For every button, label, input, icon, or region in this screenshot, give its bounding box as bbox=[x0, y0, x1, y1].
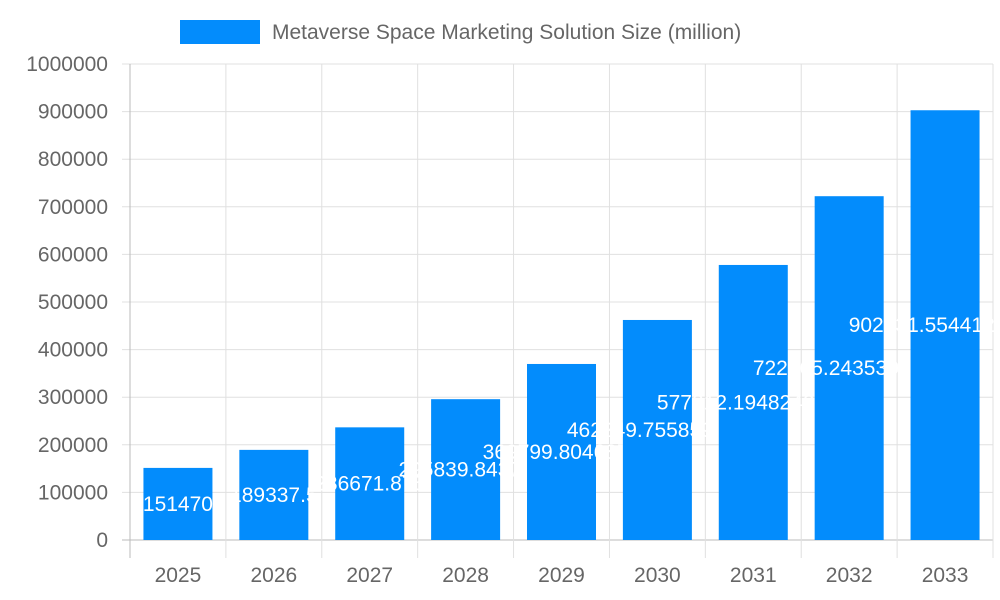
x-tick-label: 2033 bbox=[922, 564, 969, 587]
y-tick-label: 900000 bbox=[38, 101, 108, 124]
bar-2033 bbox=[910, 110, 980, 540]
legend-swatch bbox=[180, 20, 260, 44]
bar-2028 bbox=[431, 399, 501, 540]
bar-2032 bbox=[814, 196, 884, 541]
data-label: 236671.875 bbox=[314, 473, 425, 496]
bar-2029 bbox=[527, 363, 596, 540]
data-label: 369799.8046875 bbox=[483, 441, 641, 464]
data-label: 151470 bbox=[143, 493, 213, 516]
bar-2025 bbox=[143, 467, 213, 540]
bars: 151470 189337.5236671.875295839.843753697… bbox=[143, 110, 1000, 541]
data-label: 902831.5544128418 bbox=[849, 314, 1000, 337]
data-label: 462249.755859375 bbox=[567, 419, 748, 442]
y-tick-label: 700000 bbox=[38, 196, 108, 219]
bar-2030 bbox=[622, 319, 692, 540]
x-tick-label: 2031 bbox=[730, 564, 777, 587]
x-tick-label: 2028 bbox=[442, 564, 489, 587]
bar-2026 bbox=[239, 449, 309, 540]
legend: Metaverse Space Marketing Solution Size … bbox=[180, 20, 741, 44]
y-tick-label: 100000 bbox=[38, 481, 108, 504]
grid: 0 100000 200000 300000 400000 500000 600000 700… bbox=[26, 53, 994, 587]
y-tick-label: 500000 bbox=[38, 291, 108, 314]
data-label: 577812.1948242188 bbox=[657, 391, 850, 414]
x-tick-label: 2026 bbox=[250, 564, 297, 587]
x-tick-label: 2029 bbox=[538, 564, 585, 587]
y-tick-label: 200000 bbox=[38, 434, 108, 457]
y-tick-label: 300000 bbox=[38, 386, 108, 409]
x-tick-label: 2032 bbox=[826, 564, 873, 587]
bar-2031 bbox=[718, 264, 788, 540]
data-label: 189337.5 bbox=[230, 484, 318, 507]
data-label: 722265.2435302734 bbox=[753, 357, 946, 380]
x-tick-label: 2025 bbox=[155, 564, 202, 587]
bar-2027 bbox=[335, 427, 405, 540]
y-tick-label: 600000 bbox=[38, 243, 108, 266]
x-tick-label: 2027 bbox=[346, 564, 393, 587]
data-label: 295839.84375 bbox=[398, 459, 532, 482]
y-tick-label: 1000000 bbox=[26, 53, 108, 76]
y-tick-label: 0 bbox=[96, 529, 108, 552]
y-tick-label: 400000 bbox=[38, 339, 108, 362]
x-tick-label: 2030 bbox=[634, 564, 681, 587]
y-tick-label: 800000 bbox=[38, 148, 108, 171]
legend-label: Metaverse Space Marketing Solution Size … bbox=[272, 21, 741, 44]
